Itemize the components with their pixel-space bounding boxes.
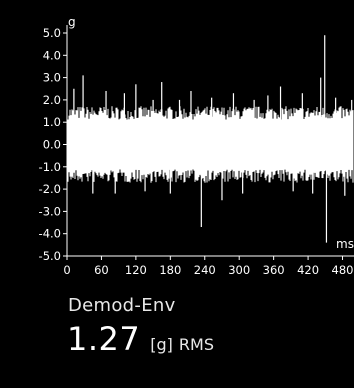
y-tick-label: 3.0 — [43, 71, 61, 85]
y-tick-label: 1.0 — [43, 115, 61, 129]
y-tick-label: 2.0 — [43, 93, 61, 107]
rms-statistic: RMS — [178, 335, 214, 354]
x-tick-label: 360 — [263, 263, 285, 277]
y-tick-label: 4.0 — [43, 48, 61, 62]
waveform-plot: 5.0 4.0 3.0 2.0 1.0 0.0 -1.0 -2.0 -3.0 -4.0 -5.00 6… — [39, 15, 354, 277]
x-tick-label: 60 — [94, 263, 109, 277]
rms-value: 1.27 — [67, 320, 141, 358]
y-tick-label: -1.0 — [39, 160, 61, 174]
x-axis-unit: ms — [336, 237, 354, 251]
x-tick-label: 0 — [63, 263, 70, 277]
y-tick-label: -3.0 — [39, 204, 61, 218]
y-tick-label: -2.0 — [39, 182, 61, 196]
x-tick-label: 180 — [159, 263, 181, 277]
measurement-readout: 1.27 [g] RMS — [67, 320, 214, 358]
waveform-trace — [67, 106, 354, 183]
y-tick-label: 0.0 — [43, 138, 61, 152]
y-tick-label: -5.0 — [39, 249, 61, 263]
y-tick-label: 5.0 — [43, 26, 61, 40]
x-tick-label: 120 — [125, 263, 147, 277]
x-tick-label: 420 — [297, 263, 319, 277]
x-tick-label: 300 — [228, 263, 250, 277]
x-tick-label: 240 — [194, 263, 216, 277]
y-tick-label: -4.0 — [39, 227, 61, 241]
rms-unit: [g] — [150, 335, 173, 354]
measurement-name: Demod-Env — [68, 295, 176, 316]
y-axis-unit: g — [68, 15, 76, 29]
x-tick-label: 480 — [332, 263, 354, 277]
